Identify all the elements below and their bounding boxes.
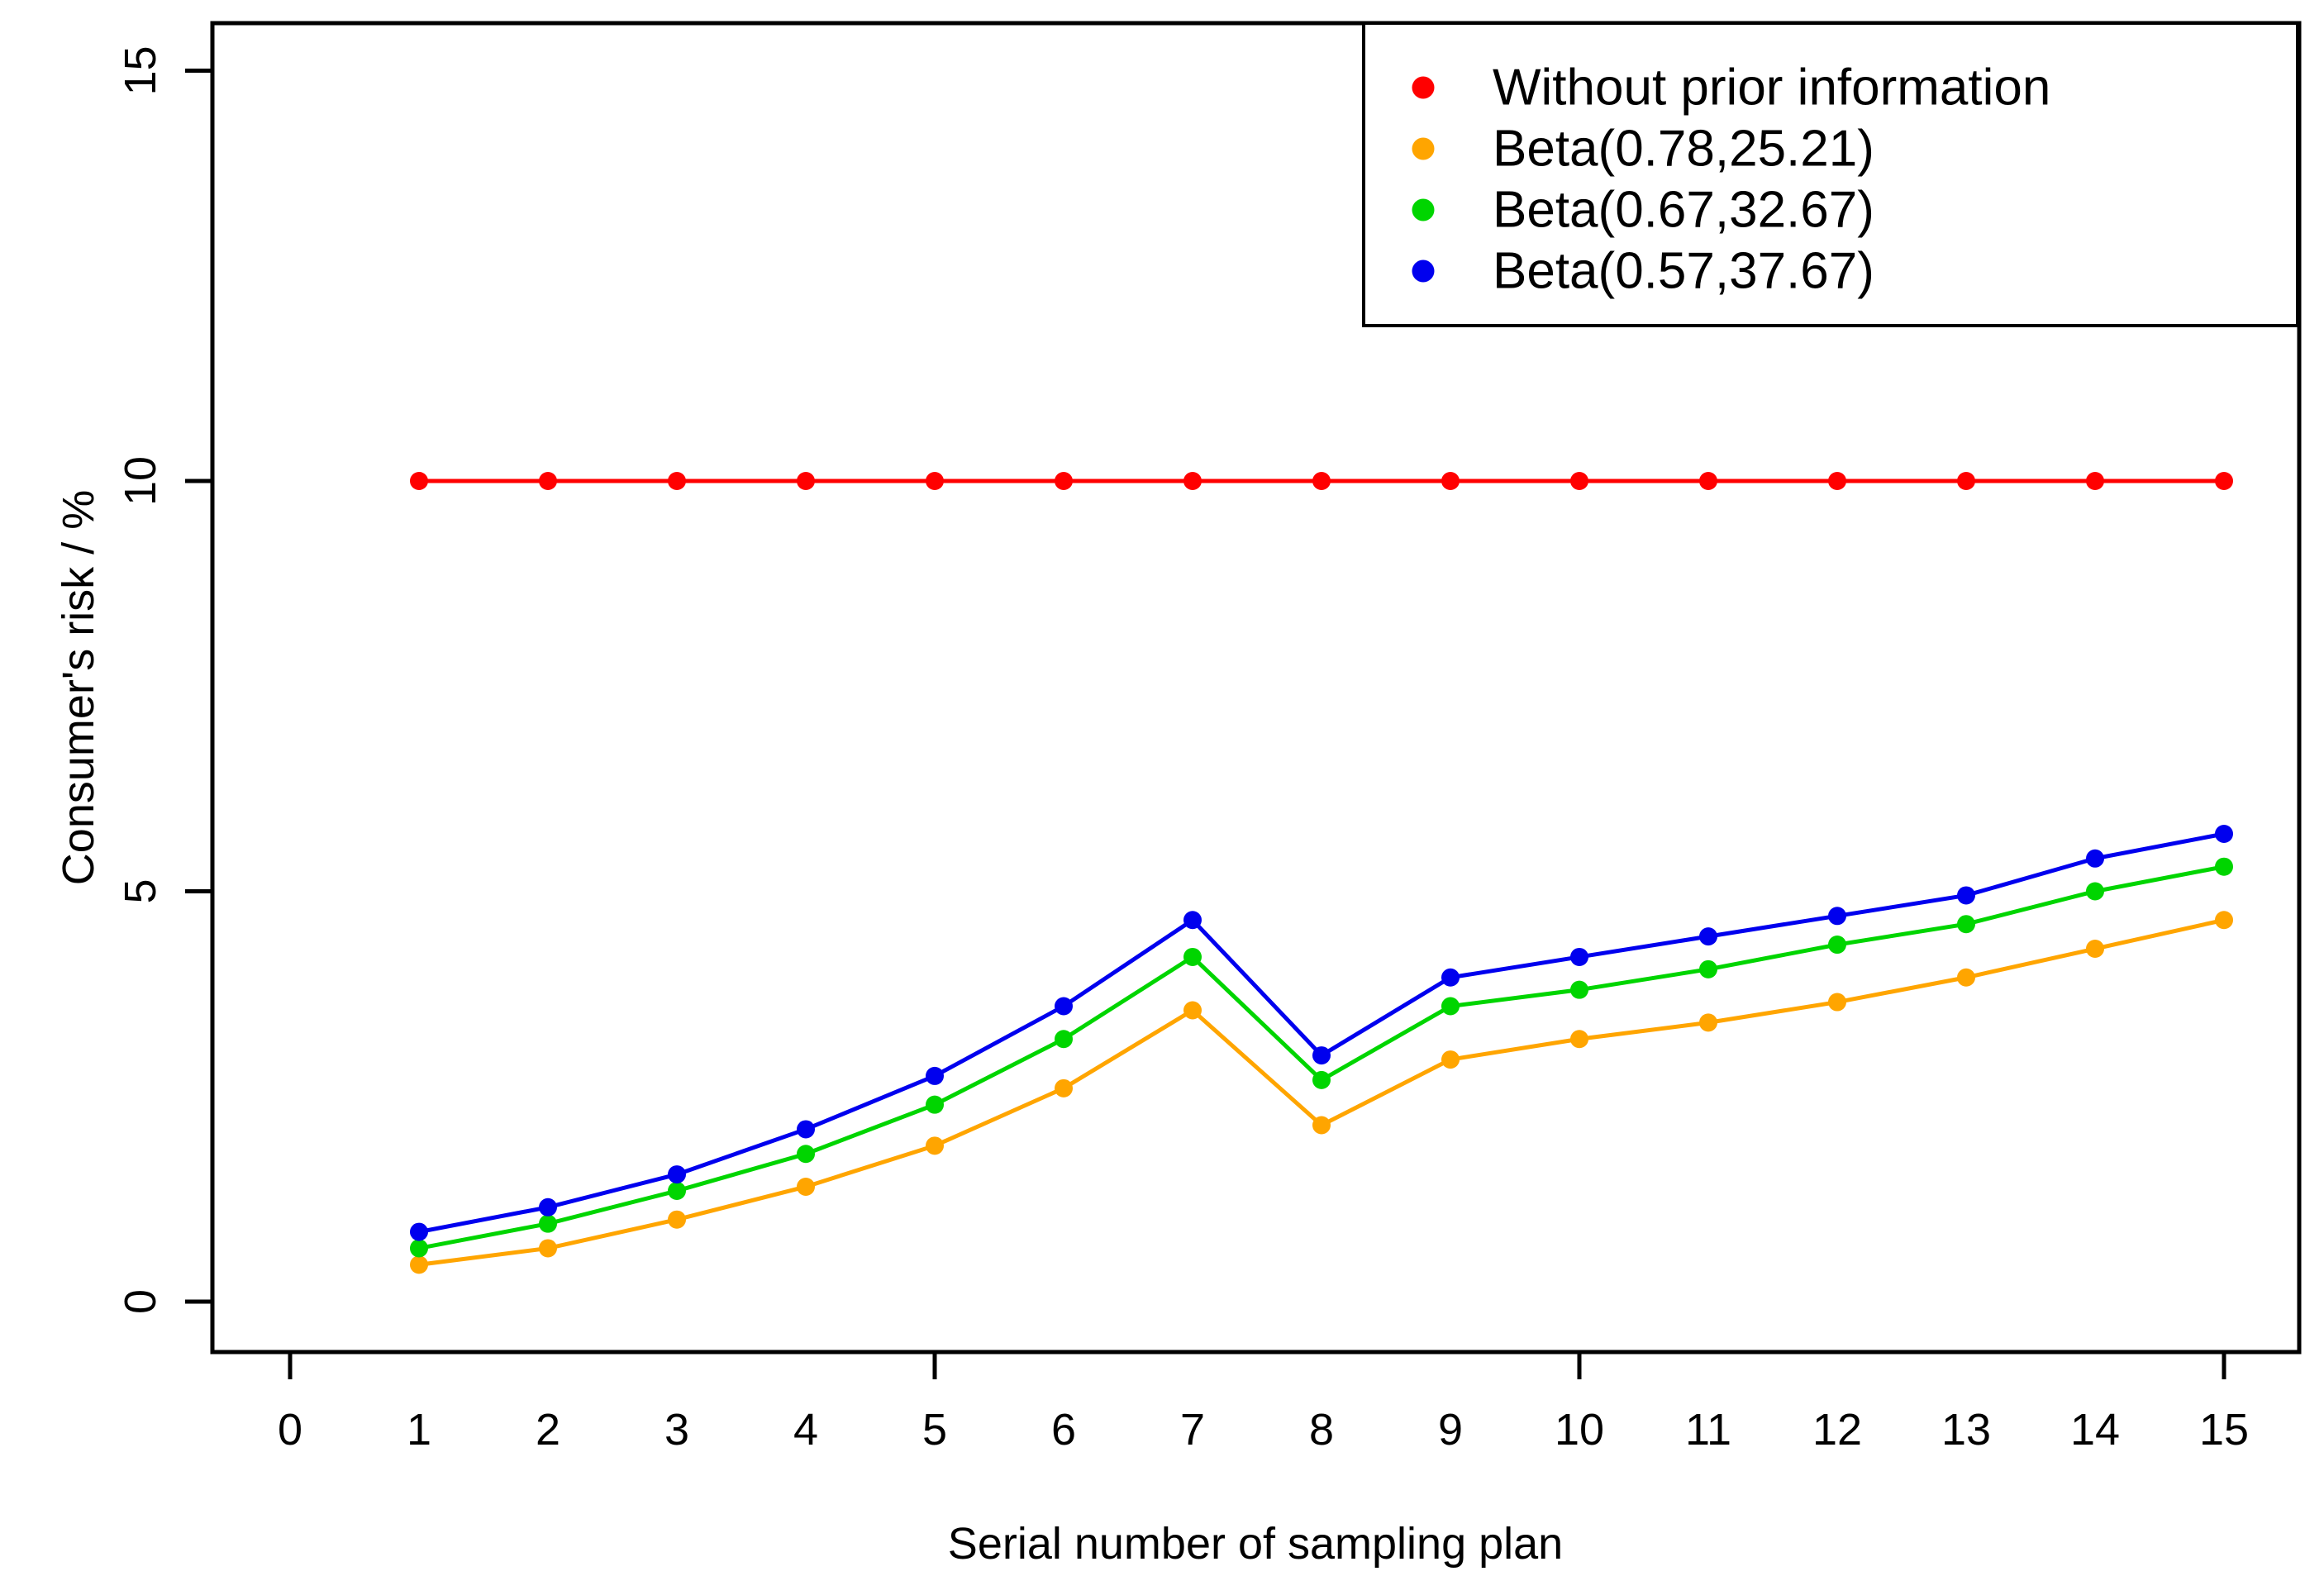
data-point [926,1066,944,1085]
legend-marker [1412,137,1435,160]
data-point [1441,968,1460,987]
data-point [668,472,686,490]
data-point [926,1136,944,1155]
data-point [1183,472,1202,490]
y-axis-title: Consumer's risk / % [54,490,103,885]
data-point [2215,472,2233,490]
x-tick-label: 4 [793,1405,818,1455]
legend-label: Beta(0.57,37.67) [1493,243,1874,300]
data-point [1055,997,1073,1016]
x-tick-label: 9 [1438,1405,1463,1455]
data-point [668,1165,686,1184]
data-point [1957,472,1975,490]
x-tick-label: 7 [1180,1405,1205,1455]
data-point [1957,968,1975,987]
data-point [1183,947,1202,966]
y-tick-label: 0 [116,1289,165,1314]
data-point [1183,911,1202,930]
data-point [797,472,815,490]
y-tick-label: 5 [116,878,165,903]
legend-marker [1412,76,1435,99]
legend: Without prior informationBeta(0.78,25.21… [1362,21,2299,327]
data-point [1570,980,1588,999]
data-point [2215,911,2233,930]
data-point [1441,997,1460,1016]
data-point [668,1181,686,1200]
x-tick-label: 15 [2199,1405,2249,1455]
data-point [1828,472,1846,490]
data-point [797,1177,815,1196]
x-axis-title: Serial number of sampling plan [948,1519,1563,1569]
data-point [797,1120,815,1139]
data-point [1312,1070,1331,1089]
data-point [410,1255,428,1274]
data-point [1570,472,1588,490]
data-point [1699,472,1717,490]
legend-box [1362,21,2299,327]
series-layer [410,472,2233,1274]
data-point [1055,1030,1073,1049]
series-line [418,831,2225,1235]
data-point [1055,472,1073,490]
legend-label: Beta(0.67,32.67) [1493,182,1874,239]
x-tick-label: 3 [664,1405,689,1455]
data-point [797,1145,815,1164]
data-point [1957,886,1975,905]
x-tick-label: 5 [922,1405,947,1455]
data-point [1957,915,1975,934]
plot-border [210,21,2302,1355]
x-tick-label: 0 [278,1405,302,1455]
x-tick-label: 1 [407,1405,431,1455]
data-point [410,1239,428,1258]
data-point [539,472,557,490]
x-tick-label: 6 [1051,1405,1076,1455]
data-point [1570,947,1588,966]
data-point [1183,1001,1202,1020]
data-point [539,1239,557,1258]
y-tick-label: 15 [116,45,165,95]
data-point [1570,1030,1588,1049]
data-point [1441,472,1460,490]
data-point [1055,1078,1073,1097]
data-point [2086,849,2104,868]
x-tick-label: 11 [1685,1405,1731,1455]
data-point [2086,472,2104,490]
data-point [1312,1116,1331,1135]
x-tick-label: 2 [536,1405,560,1455]
x-tick-label: 10 [1555,1405,1604,1455]
data-point [1699,959,1717,978]
series-line [418,917,2225,1267]
data-point [410,1222,428,1241]
data-point [1699,1013,1717,1032]
data-point [1828,936,1846,955]
x-tick-label: 14 [2070,1405,2120,1455]
data-point [668,1210,686,1229]
y-tick-label: 10 [116,456,165,506]
data-point [926,1095,944,1114]
legend-marker [1412,198,1435,221]
data-point [1312,472,1331,490]
data-point [1441,1050,1460,1069]
data-point [1828,993,1846,1012]
x-tick-label: 12 [1812,1405,1862,1455]
data-point [926,472,944,490]
x-tick-label: 8 [1309,1405,1334,1455]
data-point [410,472,428,490]
data-point [2086,940,2104,959]
x-tick-label: 13 [1941,1405,1991,1455]
data-point [2086,882,2104,901]
data-point [1828,907,1846,926]
legend-label: Without prior information [1493,60,2050,117]
legend-marker [1412,259,1435,283]
data-point [1699,927,1717,946]
data-point [539,1214,557,1233]
data-point [539,1197,557,1217]
data-point [2215,824,2233,843]
data-point [1312,1046,1331,1065]
legend-label: Beta(0.78,25.21) [1493,121,1874,178]
data-point [2215,857,2233,876]
